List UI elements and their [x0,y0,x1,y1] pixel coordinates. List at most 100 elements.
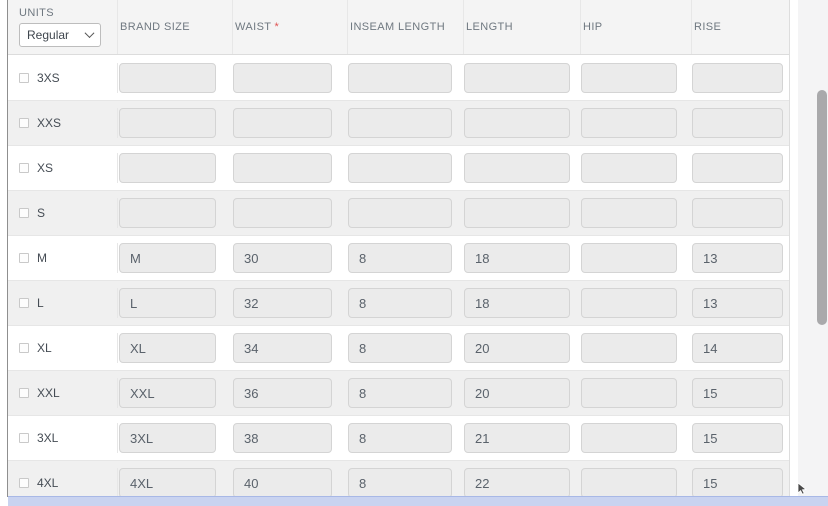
cell-rise [691,333,790,363]
column-header-inseam-length: INSEAM LENGTH [347,0,463,54]
cell-waist [232,423,347,453]
cell-length [463,243,580,273]
size-checkbox-l[interactable] [19,298,29,308]
hip-input[interactable] [581,378,677,408]
size-checkbox-xs[interactable] [19,163,29,173]
brand-size-input[interactable] [119,243,216,273]
waist-input[interactable] [233,468,332,498]
brand-size-input[interactable] [119,198,216,228]
length-input[interactable] [464,198,570,228]
length-input[interactable] [464,108,570,138]
cell-waist [232,378,347,408]
length-input[interactable] [464,288,570,318]
cell-rise [691,288,790,318]
waist-input[interactable] [233,108,332,138]
hip-input[interactable] [581,288,677,318]
hip-input[interactable] [581,198,677,228]
size-checkbox-3xs[interactable] [19,72,29,83]
column-header-hip: HIP [580,0,691,54]
rise-input[interactable] [692,243,783,273]
size-checkbox-3xl[interactable] [19,433,29,443]
rise-input[interactable] [692,468,783,498]
size-label: 3XL [37,431,59,445]
inseam-length-input[interactable] [348,243,452,273]
waist-input[interactable] [233,378,332,408]
rise-input[interactable] [692,288,783,318]
size-checkbox-xxs[interactable] [19,118,29,128]
brand-size-input[interactable] [119,468,216,498]
length-input[interactable] [464,243,570,273]
cell-waist [232,108,347,138]
cell-hip [580,62,691,93]
inseam-length-input[interactable] [348,378,452,408]
size-cell: L [8,296,117,310]
size-label: XXL [37,386,60,400]
brand-size-input[interactable] [119,108,216,138]
panel-left-edge [7,0,8,497]
rise-input[interactable] [692,423,783,453]
brand-size-input[interactable] [119,288,216,318]
column-header-label: INSEAM LENGTH [350,21,446,33]
rise-input[interactable] [692,333,783,363]
waist-input[interactable] [233,198,332,228]
inseam-length-input[interactable] [348,198,452,228]
column-header-label: WAIST [235,21,272,33]
rise-input[interactable] [692,153,783,183]
size-checkbox-xl[interactable] [19,343,29,353]
inseam-length-input[interactable] [348,62,452,93]
rise-input[interactable] [692,108,783,138]
hip-input[interactable] [581,468,677,498]
rise-input[interactable] [692,62,783,93]
inseam-length-input[interactable] [348,153,452,183]
inseam-length-input[interactable] [348,108,452,138]
size-checkbox-m[interactable] [19,253,29,263]
inseam-length-input[interactable] [348,333,452,363]
hip-input[interactable] [581,108,677,138]
brand-size-input[interactable] [119,62,216,93]
waist-input[interactable] [233,423,332,453]
cell-brand-size [117,198,232,228]
length-input[interactable] [464,333,570,363]
cell-inseam-length [347,378,463,408]
waist-input[interactable] [233,153,332,183]
brand-size-input[interactable] [119,423,216,453]
length-input[interactable] [464,62,570,93]
length-input[interactable] [464,153,570,183]
rise-input[interactable] [692,378,783,408]
cell-rise [691,468,790,498]
vertical-scrollbar-thumb[interactable] [817,90,827,325]
cell-inseam-length [347,153,463,183]
cell-length [463,288,580,318]
horizontal-scrollbar[interactable] [8,496,828,506]
cell-rise [691,243,790,273]
hip-input[interactable] [581,153,677,183]
inseam-length-input[interactable] [348,288,452,318]
length-input[interactable] [464,423,570,453]
size-label: XL [37,341,52,355]
rise-input[interactable] [692,198,783,228]
waist-input[interactable] [233,333,332,363]
inseam-length-input[interactable] [348,468,452,498]
cell-inseam-length [347,468,463,498]
size-label: 3XS [37,70,60,85]
hip-input[interactable] [581,62,677,93]
units-select[interactable]: Regular [19,23,101,47]
size-checkbox-s[interactable] [19,208,29,218]
length-input[interactable] [464,378,570,408]
brand-size-input[interactable] [119,378,216,408]
hip-input[interactable] [581,333,677,363]
table-row: XXS [8,100,790,145]
hip-input[interactable] [581,423,677,453]
cell-brand-size [117,378,232,408]
inseam-length-input[interactable] [348,423,452,453]
hip-input[interactable] [581,243,677,273]
waist-input[interactable] [233,288,332,318]
size-checkbox-4xl[interactable] [19,478,29,488]
length-input[interactable] [464,468,570,498]
column-header-label: BRAND SIZE [120,21,191,33]
size-checkbox-xxl[interactable] [19,388,29,398]
brand-size-input[interactable] [119,153,216,183]
waist-input[interactable] [233,62,332,93]
waist-input[interactable] [233,243,332,273]
brand-size-input[interactable] [119,333,216,363]
